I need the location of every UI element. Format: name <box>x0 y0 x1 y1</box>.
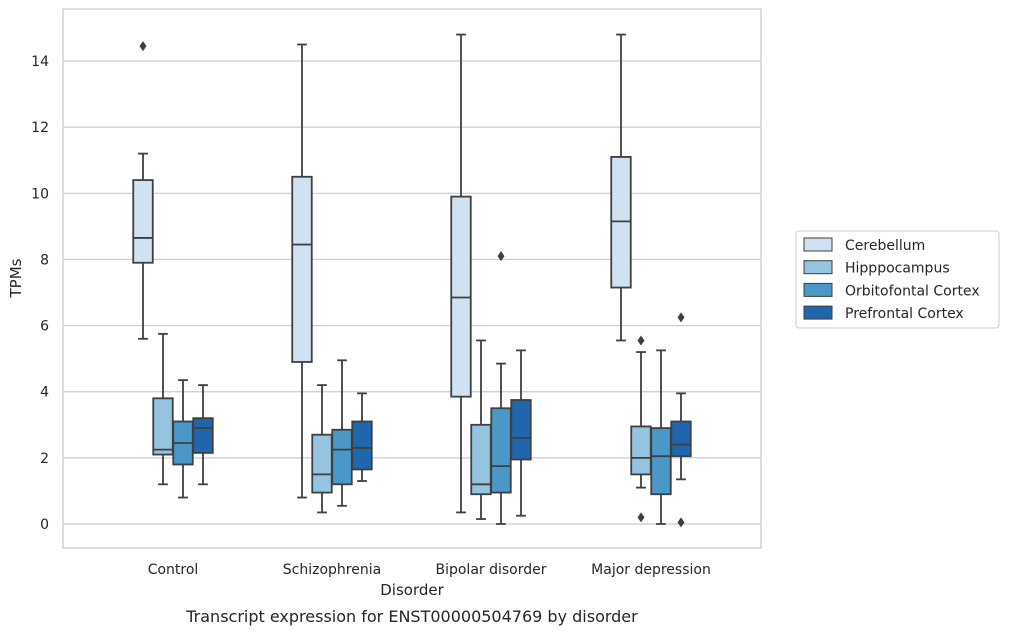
y-tick-label: 8 <box>40 252 49 268</box>
legend-label: Cerebellum <box>845 238 925 254</box>
x-tick-label: Control <box>148 562 199 578</box>
legend-swatch <box>803 260 833 275</box>
x-tick-label: Bipolar disorder <box>435 562 546 578</box>
y-tick-label: 2 <box>40 451 49 467</box>
legend-label: Orbitofontal Cortex <box>845 283 980 299</box>
legend-swatch <box>803 282 833 297</box>
outlier-point <box>637 335 645 346</box>
legend-frame <box>795 230 1000 329</box>
outlier-point <box>677 517 685 528</box>
box-iqr <box>650 427 672 496</box>
box-1-4 <box>610 33 632 342</box>
outlier-point <box>677 312 685 323</box>
x-axis-label: Disorder <box>380 581 444 599</box>
box-1-3 <box>450 33 472 514</box>
box-iqr <box>331 428 353 486</box>
box-1-2 <box>291 43 313 499</box>
legend-label: Prefrontal Cortex <box>845 306 964 322</box>
x-tick-labels: Control Schizophrenia Bipolar disorder Majo… <box>148 562 711 578</box>
outlier-point <box>637 512 645 523</box>
box-iqr <box>291 175 313 363</box>
box-1-1 <box>132 41 154 340</box>
y-tick-label: 10 <box>31 186 49 202</box>
box-iqr <box>510 399 532 461</box>
box-3-4 <box>650 349 672 525</box>
box-4-4 <box>670 312 692 528</box>
box-4-2 <box>351 392 373 482</box>
box-4-1 <box>192 384 214 486</box>
box-iqr <box>630 425 652 476</box>
outlier-point <box>497 251 505 262</box>
box-iqr <box>670 420 692 458</box>
box-iqr <box>152 397 174 456</box>
box-3-1 <box>172 379 194 499</box>
legend: Cerebellum Hipppocampus Orbitofontal Corte… <box>795 230 1000 329</box>
box-4-3 <box>510 349 532 517</box>
box-iqr <box>132 179 154 264</box>
y-tick-label: 12 <box>31 120 49 136</box>
legend-label: Hipppocampus <box>845 261 950 277</box>
box-3-2 <box>331 359 353 507</box>
box-2-2 <box>311 384 333 514</box>
box-iqr <box>490 407 512 494</box>
legend-items: Cerebellum Hipppocampus Orbitofontal Corte… <box>803 237 980 322</box>
y-tick-labels: 0 2 4 6 8 10 12 14 <box>31 54 49 533</box>
legend-swatch <box>803 305 833 320</box>
y-tick-label: 6 <box>40 319 49 335</box>
chart-caption: Transcript expression for ENST0000050476… <box>185 607 638 626</box>
box-series-layer <box>132 33 692 528</box>
y-tick-label: 4 <box>40 385 49 401</box>
box-iqr <box>311 433 333 494</box>
box-3-3 <box>490 251 512 525</box>
outlier-point <box>139 41 147 52</box>
legend-swatch <box>803 237 833 252</box>
y-tick-label: 14 <box>31 54 49 70</box>
box-iqr <box>351 420 373 471</box>
box-2-4 <box>630 335 652 523</box>
box-2-3 <box>470 339 492 520</box>
y-tick-label: 0 <box>40 517 49 533</box>
x-tick-label: Major depression <box>591 562 711 578</box>
plot-frame <box>62 8 762 549</box>
y-axis-label: TPMs <box>7 258 25 298</box>
box-2-1 <box>152 332 174 486</box>
box-iqr <box>192 417 214 454</box>
x-tick-label: Schizophrenia <box>283 562 381 578</box>
